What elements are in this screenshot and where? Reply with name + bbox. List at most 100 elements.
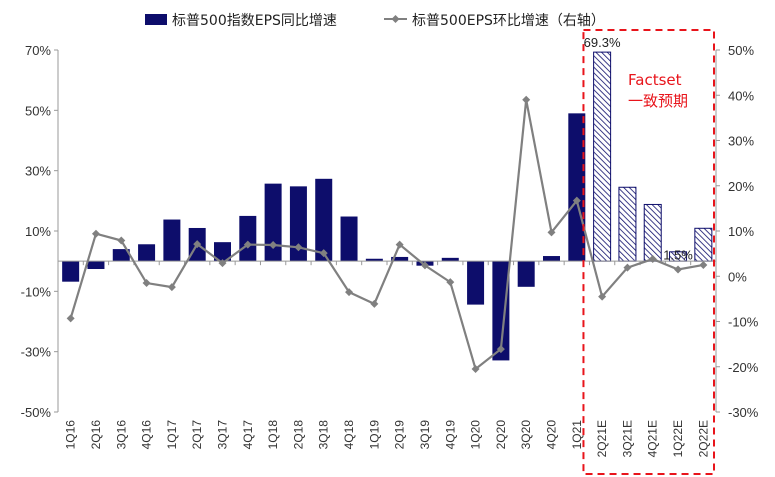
right-tick-label: -20% bbox=[728, 360, 759, 375]
x-tick-label: 3Q21E bbox=[620, 420, 634, 457]
bar bbox=[62, 261, 80, 282]
x-tick-label: 1Q19 bbox=[367, 420, 381, 450]
data-label: 69.3% bbox=[584, 35, 621, 50]
bar bbox=[441, 257, 459, 262]
line-point bbox=[395, 240, 404, 249]
bar bbox=[264, 183, 282, 262]
x-tick-label: 4Q21E bbox=[646, 420, 660, 457]
bar bbox=[543, 256, 560, 262]
legend: 标普500指数EPS同比增速 标普500EPS环比增速（右轴） bbox=[145, 13, 605, 29]
x-tick-label: 3Q16 bbox=[114, 420, 128, 450]
x-tick-label: 2Q22E bbox=[696, 420, 710, 457]
right-tick-label: 10% bbox=[728, 224, 754, 239]
x-tick-label: 3Q17 bbox=[216, 420, 230, 450]
line-point bbox=[370, 299, 379, 308]
line-point bbox=[269, 241, 278, 250]
line-point bbox=[218, 259, 227, 268]
left-tick-label: 70% bbox=[25, 43, 51, 58]
bar bbox=[315, 178, 333, 262]
bar bbox=[289, 186, 307, 262]
line-point bbox=[319, 249, 328, 258]
x-tick-label: 4Q20 bbox=[545, 420, 559, 450]
right-tick-label: -10% bbox=[728, 315, 759, 330]
right-tick-label: 50% bbox=[728, 43, 754, 58]
x-tick-label: 2Q20 bbox=[494, 420, 508, 450]
right-axis: 50% 40% 30% 20% 10% 0% -10% -20% -30% bbox=[716, 43, 759, 420]
legend-bar-swatch bbox=[145, 14, 167, 25]
line-series bbox=[66, 95, 708, 374]
bar bbox=[87, 261, 105, 270]
x-axis: 1Q16 2Q16 3Q16 4Q16 1Q17 2Q17 3Q17 4Q17 1Q18 2Q18… bbox=[57, 261, 710, 457]
bar bbox=[492, 261, 510, 361]
data-label: 1.5% bbox=[663, 247, 693, 262]
line-point bbox=[598, 292, 607, 301]
bar bbox=[239, 215, 257, 262]
bar bbox=[214, 242, 231, 262]
left-tick-label: 50% bbox=[25, 103, 51, 118]
line-point bbox=[496, 345, 505, 354]
line-point bbox=[471, 365, 480, 374]
line-point bbox=[167, 283, 176, 292]
line-point bbox=[243, 240, 252, 249]
forecast-note-line2: 一致预期 bbox=[628, 92, 688, 110]
x-tick-label: 1Q16 bbox=[64, 420, 78, 450]
line-point bbox=[66, 314, 75, 323]
x-tick-label: 2Q18 bbox=[291, 420, 305, 450]
bar-series bbox=[62, 51, 713, 361]
bar bbox=[138, 244, 156, 262]
bar bbox=[517, 261, 535, 287]
x-tick-label: 4Q19 bbox=[443, 420, 457, 450]
x-tick-label: 4Q16 bbox=[140, 420, 154, 450]
line-point bbox=[91, 229, 100, 238]
x-tick-label: 1Q18 bbox=[266, 420, 280, 450]
right-tick-label: 0% bbox=[728, 269, 747, 284]
bar bbox=[163, 219, 181, 262]
bar bbox=[568, 113, 586, 262]
left-tick-label: -30% bbox=[21, 345, 52, 360]
legend-line-label: 标普500EPS环比增速（右轴） bbox=[412, 13, 605, 29]
right-tick-label: 40% bbox=[728, 88, 754, 103]
line-point bbox=[294, 243, 303, 252]
line-point bbox=[674, 265, 683, 274]
forecast-bar bbox=[643, 203, 662, 262]
bar bbox=[467, 261, 485, 305]
legend-bar-label: 标普500指数EPS同比增速 bbox=[172, 13, 337, 29]
line-point bbox=[522, 95, 531, 104]
x-tick-label: 2Q17 bbox=[190, 420, 204, 450]
left-tick-label: -10% bbox=[21, 284, 52, 299]
line-point bbox=[446, 278, 455, 287]
line-point bbox=[699, 260, 708, 269]
bar bbox=[112, 249, 130, 262]
x-tick-label: 4Q17 bbox=[241, 420, 255, 450]
line-point bbox=[345, 288, 354, 297]
legend-line-marker bbox=[391, 15, 400, 23]
line-point bbox=[572, 196, 581, 205]
bar bbox=[340, 216, 358, 262]
right-tick-label: 20% bbox=[728, 179, 754, 194]
right-tick-label: 30% bbox=[728, 134, 754, 149]
left-tick-label: -50% bbox=[21, 405, 52, 420]
forecast-bar bbox=[618, 186, 637, 262]
left-tick-label: 10% bbox=[25, 224, 51, 239]
eps-qoq-line bbox=[69, 99, 704, 371]
x-tick-label: 2Q19 bbox=[393, 420, 407, 450]
right-tick-label: -30% bbox=[728, 405, 759, 420]
x-tick-label: 4Q18 bbox=[342, 420, 356, 450]
forecast-highlight-box bbox=[582, 29, 716, 475]
left-tick-label: 30% bbox=[25, 164, 51, 179]
line-point bbox=[142, 279, 151, 288]
x-tick-label: 1Q20 bbox=[469, 420, 483, 450]
x-tick-label: 2Q16 bbox=[89, 420, 103, 450]
forecast-bar bbox=[694, 227, 713, 262]
x-tick-label: 3Q18 bbox=[317, 420, 331, 450]
bar bbox=[391, 256, 409, 262]
x-tick-label: 1Q22E bbox=[671, 420, 685, 457]
line-point bbox=[117, 236, 126, 245]
line-point bbox=[420, 261, 429, 270]
line-point bbox=[648, 255, 657, 264]
left-axis: 70% 50% 30% 10% -10% -30% -50% bbox=[21, 43, 58, 420]
forecast-bar bbox=[593, 51, 612, 262]
line-point bbox=[193, 240, 202, 249]
x-tick-label: 2Q21E bbox=[595, 420, 609, 457]
